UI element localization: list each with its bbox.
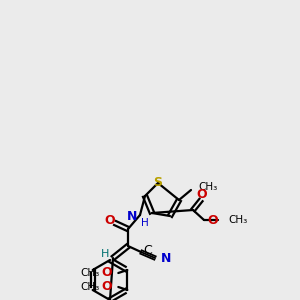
Text: CH₃: CH₃ [80,268,99,278]
Text: CH₃: CH₃ [198,182,217,192]
Text: CH₃: CH₃ [228,215,247,225]
Text: N: N [127,211,137,224]
Text: H: H [141,218,149,228]
Text: N: N [161,253,171,266]
Text: O: O [105,214,115,227]
Text: O: O [102,266,112,280]
Text: H: H [101,249,109,259]
Text: O: O [102,280,112,293]
Text: CH₃: CH₃ [80,282,99,292]
Text: O: O [197,188,207,202]
Text: O: O [207,214,217,226]
Text: C: C [143,244,152,257]
Text: S: S [154,176,163,190]
